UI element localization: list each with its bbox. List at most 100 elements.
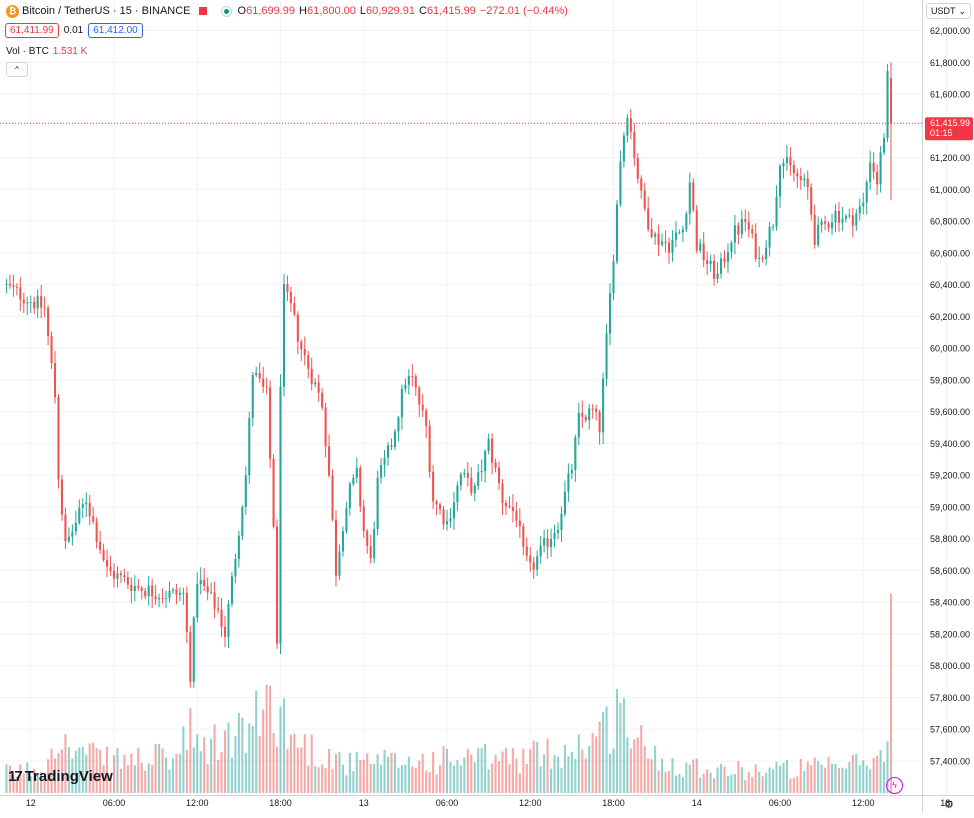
candle	[581, 400, 584, 429]
candle	[473, 482, 476, 502]
candle	[536, 550, 539, 576]
candle	[726, 243, 730, 274]
candle-body	[733, 225, 736, 243]
candle-body	[19, 287, 22, 300]
volume-bar	[834, 763, 837, 793]
candle-body	[543, 538, 546, 546]
candle-body	[532, 562, 535, 570]
candle	[386, 442, 390, 466]
candle-body	[324, 407, 327, 447]
candle-body	[789, 157, 792, 166]
collapse-legend-button[interactable]: ^	[6, 62, 28, 77]
gear-icon[interactable]: ⚙	[944, 799, 954, 811]
candle	[421, 394, 424, 418]
volume-bar	[230, 757, 233, 793]
candle-body	[192, 617, 195, 682]
volume-bar	[758, 771, 761, 793]
candle-body	[126, 577, 129, 585]
candle	[71, 524, 74, 546]
candle-body	[400, 388, 403, 418]
candle	[785, 145, 788, 172]
candle-body	[421, 404, 424, 411]
volume-bar	[126, 765, 129, 793]
candle	[518, 508, 521, 539]
candle-body	[702, 243, 705, 261]
open-label: O	[237, 5, 247, 17]
candle-body	[286, 284, 289, 293]
candle	[664, 230, 667, 253]
volume-bar	[43, 776, 46, 793]
buy-price-button[interactable]: 61,412.00	[88, 23, 143, 38]
currency-selector[interactable]: USDT ⌄	[926, 3, 971, 19]
candle	[674, 221, 677, 248]
candle	[577, 402, 580, 446]
candle	[765, 240, 768, 266]
candle-body	[560, 513, 563, 530]
candle	[445, 509, 449, 531]
price-tick-label: 61,800.00	[930, 58, 970, 68]
price-tick-label: 62,000.00	[930, 26, 970, 36]
candle-body	[869, 162, 872, 182]
volume-bar	[629, 748, 632, 793]
flag-icon[interactable]	[198, 7, 207, 15]
price-tick-label: 59,600.00	[930, 407, 970, 417]
candle-body	[588, 408, 591, 421]
candle-body	[366, 530, 369, 546]
candle-body	[203, 579, 206, 586]
candle	[796, 168, 799, 189]
candle-body	[872, 162, 875, 172]
candle-body	[119, 573, 122, 576]
candle-body	[647, 208, 650, 230]
candle	[64, 507, 67, 549]
volume-bar	[473, 761, 476, 793]
candle-body	[88, 502, 91, 517]
candle	[189, 625, 192, 688]
volume-bar	[26, 762, 29, 793]
candle-body	[706, 260, 709, 265]
candle-body	[619, 161, 622, 205]
lightning-icon[interactable]: ϟ	[886, 777, 903, 794]
symbol-title[interactable]: Bitcoin / TetherUS · 15 · BINANCE	[22, 5, 191, 17]
candle-body	[851, 215, 854, 226]
candle-body	[824, 221, 827, 224]
volume-bar	[428, 772, 431, 793]
candle	[217, 597, 220, 614]
volume-bar	[529, 749, 532, 793]
candle-body	[296, 314, 299, 342]
candle-body	[674, 232, 677, 240]
volume-bar	[844, 768, 847, 793]
volume-bar	[279, 706, 282, 793]
candle	[223, 615, 227, 648]
sell-price-button[interactable]: 61,411.99	[5, 23, 59, 38]
volume-bar	[536, 741, 539, 793]
candle	[310, 357, 313, 391]
candle-body	[147, 585, 150, 597]
volume-bar	[494, 754, 497, 793]
candle	[560, 506, 563, 542]
low-value: 60,929.91	[366, 5, 415, 17]
volume-legend[interactable]: Vol · BTC 1.531 K	[6, 46, 87, 57]
candle-body	[112, 570, 116, 579]
volume-bar	[463, 757, 466, 793]
volume-bar	[782, 762, 785, 793]
candle	[383, 449, 386, 477]
volume-bar	[851, 754, 854, 793]
volume-bar	[234, 735, 237, 793]
candle	[491, 433, 494, 475]
candle-body	[463, 473, 466, 475]
candle	[230, 572, 233, 608]
volume-bar	[615, 689, 619, 793]
volume-bar	[674, 775, 677, 793]
volume-bar	[591, 732, 594, 793]
bid-ask-row: 61,411.99 0.01 61,412.00	[5, 23, 143, 38]
candle	[602, 372, 605, 445]
candle	[237, 530, 240, 568]
candle	[504, 500, 508, 516]
tradingview-logo[interactable]: 17 TradingView	[8, 768, 113, 785]
volume-bar	[196, 734, 199, 793]
time-tick-label: 14	[692, 798, 702, 808]
candle	[293, 296, 296, 317]
volume-bar	[29, 776, 32, 793]
